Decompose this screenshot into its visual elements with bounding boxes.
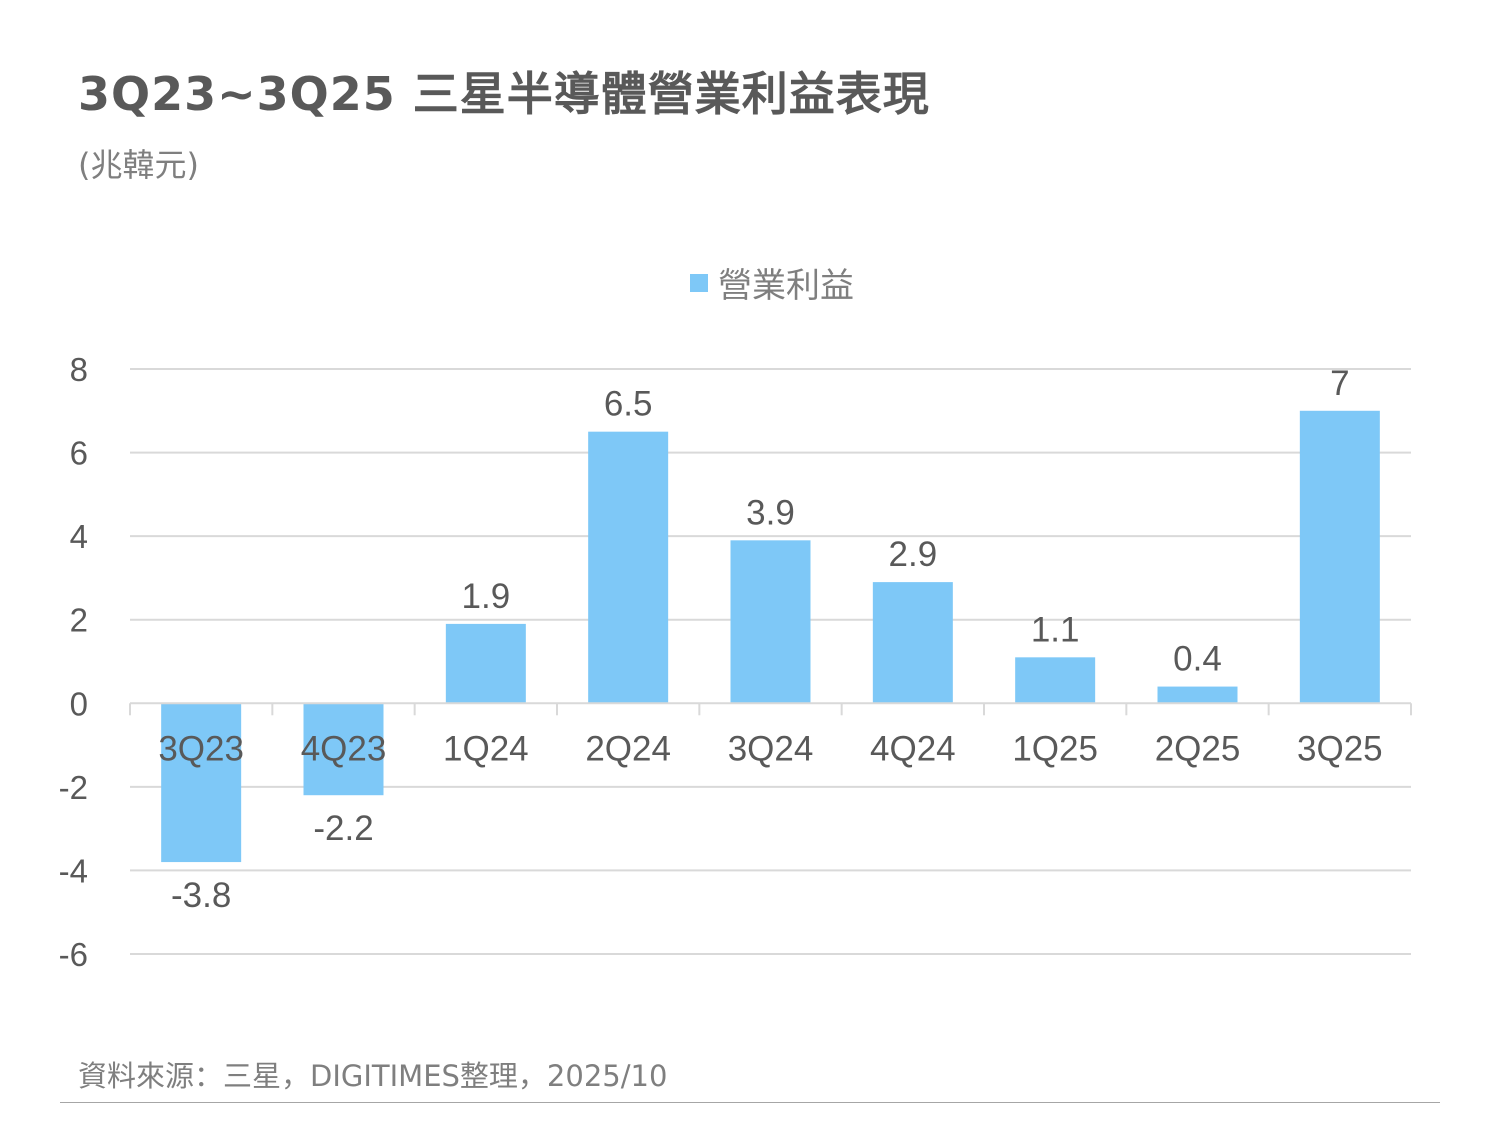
bar [730, 540, 811, 704]
data-label: 6.5 [604, 385, 653, 424]
data-label: -3.8 [171, 876, 231, 915]
source-note: 資料來源：三星，DIGITIMES整理，2025/10 [78, 1059, 668, 1093]
bar [161, 703, 242, 863]
legend-swatch [690, 273, 708, 292]
bar [303, 703, 384, 796]
x-tick-label: 1Q24 [443, 729, 529, 768]
legend-label: 營業利益 [718, 266, 854, 306]
y-tick-label: -2 [59, 769, 88, 806]
chart-title: 3Q23~3Q25 三星半導體營業利益表現 [78, 67, 930, 121]
bar [588, 431, 669, 704]
x-tick-label: 4Q23 [301, 729, 387, 768]
data-label: 7 [1330, 364, 1349, 403]
x-tick-label: 3Q25 [1297, 729, 1383, 768]
y-tick-label: 2 [70, 602, 88, 639]
y-tick-label: 0 [70, 685, 88, 722]
y-tick-label: -6 [59, 936, 88, 973]
x-tick-label: 2Q25 [1155, 729, 1241, 768]
y-tick-label: 8 [70, 351, 88, 388]
y-tick-label: -4 [59, 852, 88, 889]
bar [1015, 657, 1096, 704]
data-label: 3.9 [746, 493, 795, 532]
unit-label: (兆韓元) [78, 146, 199, 184]
x-tick-label: 1Q25 [1012, 729, 1098, 768]
bar [1299, 410, 1380, 704]
y-tick-label: 6 [70, 435, 88, 472]
data-label: -2.2 [313, 809, 373, 848]
x-tick-label: 3Q23 [158, 729, 244, 768]
x-tick-label: 4Q24 [870, 729, 956, 768]
data-label: 1.1 [1031, 610, 1080, 649]
x-tick-label: 2Q24 [585, 729, 671, 768]
bar [872, 582, 953, 704]
legend: 營業利益 [690, 258, 854, 307]
x-tick-label: 3Q24 [728, 729, 814, 768]
footer-divider [60, 1102, 1440, 1103]
bar [1157, 686, 1238, 704]
data-label: 0.4 [1173, 640, 1222, 679]
bar [445, 623, 526, 704]
data-label: 1.9 [462, 577, 511, 616]
y-tick-label: 4 [70, 518, 88, 555]
data-label: 2.9 [889, 535, 938, 574]
